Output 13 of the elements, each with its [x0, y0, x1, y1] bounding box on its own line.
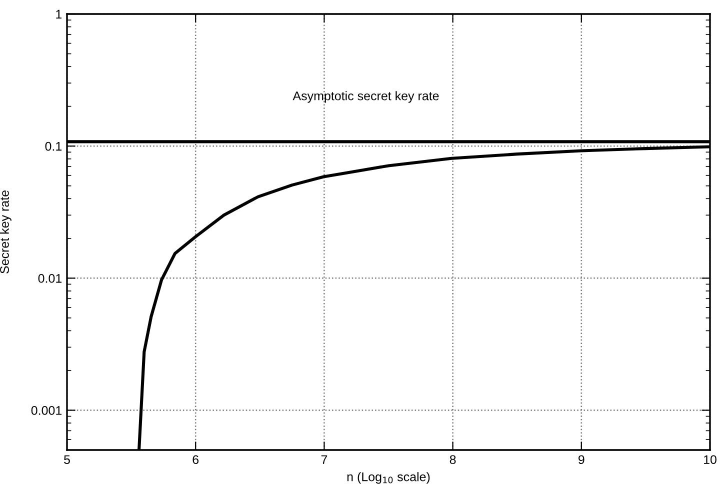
x-tick-label: 7 [321, 455, 328, 464]
y-tick-label: 0.01 [38, 274, 62, 283]
x-axis-title: n (Log$_{10}$ scale) [347, 472, 430, 484]
x-tick-label: 10 [704, 455, 716, 464]
y-axis-title: Secret key rate [0, 190, 12, 274]
x-tick-label: 5 [64, 455, 70, 464]
ref-line-label: Asymptotic secret key rate [292, 91, 439, 103]
y-tick-label: 0.001 [31, 406, 62, 415]
x-tick-label: 9 [578, 455, 584, 464]
x-tick-label: 8 [450, 455, 456, 464]
x-tick-label: 6 [192, 455, 199, 464]
y-tick-label: 1 [56, 10, 62, 19]
y-tick-label: 0.1 [45, 142, 62, 151]
